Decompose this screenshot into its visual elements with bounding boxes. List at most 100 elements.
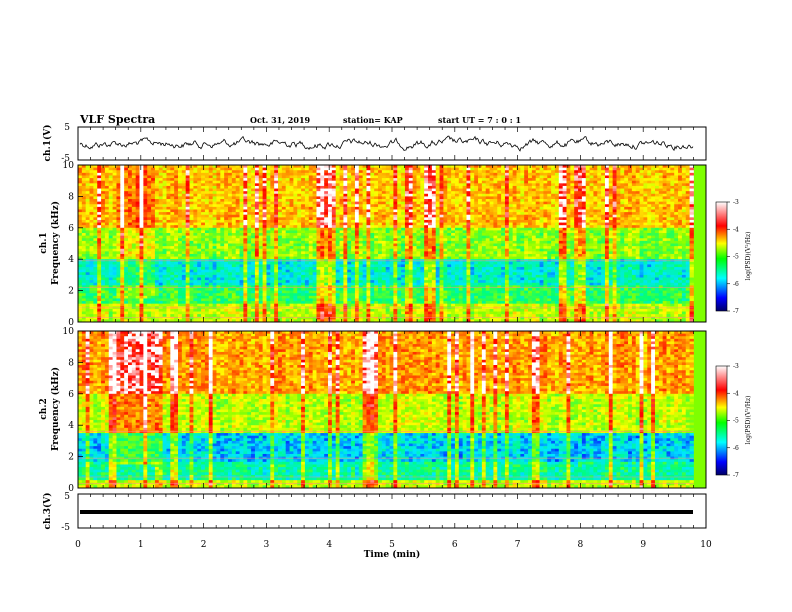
spectrogram-cell: [132, 217, 136, 220]
spectrogram-cell: [336, 186, 340, 189]
spectrogram-cell: [140, 241, 144, 244]
spectrogram-cell: [355, 225, 359, 228]
spectrogram-cell: [93, 249, 97, 252]
spectrogram-cell: [193, 212, 197, 215]
spectrogram-cell: [174, 175, 178, 178]
spectrogram-cell: [209, 199, 213, 202]
spectrogram-cell: [232, 312, 236, 315]
spectrogram-cell: [78, 230, 82, 233]
spectrogram-cell: [247, 178, 251, 181]
spectrogram-cell: [232, 178, 236, 181]
spectrogram-cell: [386, 183, 390, 186]
spectrogram-cell: [305, 272, 309, 275]
spectrogram-cell: [232, 304, 236, 307]
spectrogram-cell: [247, 230, 251, 233]
spectrogram-cell: [190, 225, 194, 228]
spectrogram-cell: [340, 233, 344, 236]
spectrogram-cell: [366, 291, 370, 294]
spectrogram-cell: [120, 207, 124, 210]
spectrogram-cell: [190, 220, 194, 223]
spectrogram-cell: [293, 262, 297, 265]
spectrogram-cell: [282, 194, 286, 197]
spectrogram-cell: [132, 291, 136, 294]
spectrogram-cell: [340, 275, 344, 278]
spectrogram-cell: [209, 298, 213, 301]
spectrogram-cell: [247, 285, 251, 288]
spectrogram-cell: [140, 207, 144, 210]
spectrogram-cell: [186, 199, 190, 202]
spectrogram-cell: [386, 209, 390, 212]
spectrogram-cell: [128, 225, 132, 228]
spectrogram-cell: [216, 181, 220, 184]
spectrogram-cell: [101, 199, 105, 202]
spectrogram-cell: [316, 186, 320, 189]
spectrogram-cell: [166, 215, 170, 218]
spectrogram-cell: [378, 223, 382, 226]
spectrogram-cell: [216, 288, 220, 291]
spectrogram-cell: [255, 288, 259, 291]
spectrogram-cell: [205, 270, 209, 273]
spectrogram-cell: [347, 280, 351, 283]
spectrogram-cell: [220, 272, 224, 275]
spectrogram-cell: [82, 309, 86, 312]
spectrogram-cell: [386, 238, 390, 241]
spectrogram-cell: [340, 217, 344, 220]
spectrogram-cell: [270, 246, 274, 249]
spectrogram-cell: [205, 199, 209, 202]
spectrogram-cell: [78, 296, 82, 299]
spectrogram-cell: [224, 288, 228, 291]
spectrogram-cell: [255, 257, 259, 260]
spectrogram-cell: [309, 230, 313, 233]
spectrogram-cell: [290, 220, 294, 223]
spectrogram-cell: [159, 309, 163, 312]
spectrogram-cell: [278, 312, 282, 315]
spectrogram-cell: [97, 296, 101, 299]
spectrogram-cell: [224, 233, 228, 236]
spectrogram-cell: [313, 301, 317, 304]
spectrogram-cell: [282, 280, 286, 283]
spectrogram-cell: [78, 175, 82, 178]
spectrogram-cell: [86, 291, 90, 294]
spectrogram-cell: [274, 220, 278, 223]
spectrogram-cell: [120, 183, 124, 186]
spectrogram-cell: [113, 228, 117, 231]
spectrogram-cell: [293, 301, 297, 304]
spectrogram-cell: [347, 312, 351, 315]
spectrogram-cell: [282, 309, 286, 312]
spectrogram-cell: [316, 170, 320, 173]
spectrogram-cell: [270, 283, 274, 286]
spectrogram-cell: [174, 233, 178, 236]
spectrogram-cell: [255, 244, 259, 247]
spectrogram-cell: [370, 262, 374, 265]
spectrogram-cell: [128, 215, 132, 218]
spectrogram-cell: [301, 183, 305, 186]
spectrogram-cell: [193, 244, 197, 247]
spectrogram-cell: [155, 225, 159, 228]
spectrogram-cell: [363, 241, 367, 244]
spectrogram-cell: [120, 230, 124, 233]
spectrogram-cell: [209, 288, 213, 291]
spectrogram-cell: [263, 186, 267, 189]
spectrogram-cell: [278, 241, 282, 244]
spectrogram-cell: [174, 209, 178, 212]
spectrogram-cell: [143, 249, 147, 252]
spectrogram-cell: [182, 230, 186, 233]
spectrogram-cell: [220, 285, 224, 288]
spectrogram-cell: [340, 249, 344, 252]
spectrogram-cell: [120, 264, 124, 267]
spectrogram-cell: [101, 191, 105, 194]
spectrogram-cell: [297, 298, 301, 301]
spectrogram-cell: [232, 262, 236, 265]
spectrogram-cell: [124, 202, 128, 205]
spectrogram-cell: [86, 207, 90, 210]
spectrogram-cell: [166, 251, 170, 254]
spectrogram-cell: [336, 296, 340, 299]
start-time-label: start UT = 7 : 0 : 1: [438, 115, 521, 125]
spectrogram-cell: [266, 212, 270, 215]
spectrogram-cell: [105, 186, 109, 189]
spectrogram-cell: [290, 217, 294, 220]
spectrogram-cell: [328, 309, 332, 312]
spectrogram-cell: [240, 175, 244, 178]
spectrogram-cell: [78, 228, 82, 231]
spectrogram-cell: [243, 293, 247, 296]
